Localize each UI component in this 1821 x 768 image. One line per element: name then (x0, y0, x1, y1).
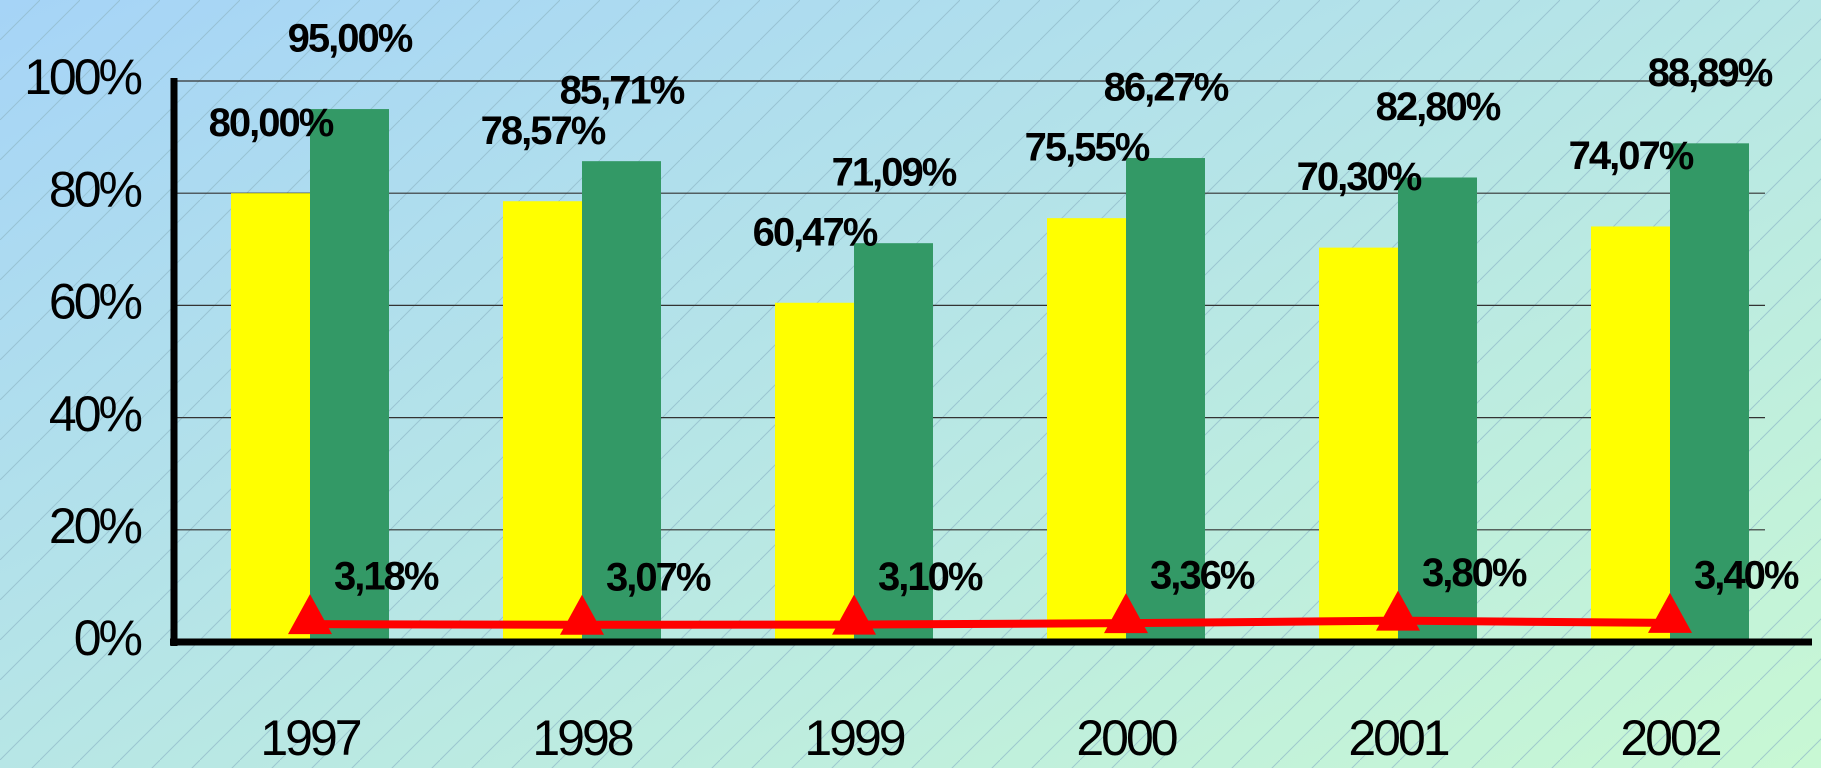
bar (231, 193, 310, 642)
y-tick-label: 80% (49, 161, 142, 217)
bar (1591, 226, 1670, 643)
x-tick-label: 2002 (1620, 710, 1720, 766)
line-marker (560, 594, 604, 635)
line (309, 616, 1671, 629)
y-tick-label: 40% (49, 386, 142, 442)
bar (1319, 247, 1398, 642)
y-tick-label: 100% (24, 49, 141, 105)
y-tick-label: 20% (49, 498, 142, 554)
value-label: 88,89% (1648, 51, 1773, 95)
value-label: 3,80% (1422, 551, 1527, 595)
bar (1126, 158, 1205, 642)
value-label: 75,55% (1025, 126, 1150, 170)
line-marker (1648, 592, 1692, 633)
y-tick-label: 60% (49, 274, 142, 330)
line-marker (1104, 593, 1148, 634)
x-tick-label: 1998 (532, 710, 632, 766)
value-label: 86,27% (1104, 66, 1229, 110)
value-label: 3,36% (1150, 554, 1255, 598)
bar (775, 302, 854, 642)
x-tick-label: 2001 (1348, 710, 1448, 766)
value-label: 3,07% (606, 555, 711, 599)
value-label: 85,71% (560, 69, 685, 113)
line-marker (832, 594, 876, 635)
x-tick-label: 1999 (804, 710, 904, 766)
line-marker (288, 594, 332, 635)
x-tick-label: 1997 (260, 710, 360, 766)
value-label: 74,07% (1569, 134, 1694, 178)
bar (310, 109, 389, 643)
value-label: 78,57% (481, 109, 606, 153)
value-label: 95,00% (288, 17, 413, 61)
value-label: 3,40% (1694, 553, 1799, 597)
bar (854, 243, 933, 642)
value-label: 71,09% (832, 151, 957, 195)
value-label: 3,10% (878, 555, 983, 599)
value-label: 70,30% (1297, 155, 1422, 199)
bar (582, 161, 661, 642)
line-marker (1376, 590, 1420, 631)
y-tick-label: 0% (74, 610, 142, 666)
value-label: 60,47% (753, 210, 878, 254)
value-label: 80,00% (209, 101, 334, 145)
bar (503, 201, 582, 643)
bar (1047, 218, 1126, 643)
bar (1398, 177, 1477, 642)
value-label: 82,80% (1376, 85, 1501, 129)
x-tick-label: 2000 (1076, 710, 1176, 766)
bar (1670, 143, 1749, 643)
value-label: 3,18% (334, 555, 439, 599)
